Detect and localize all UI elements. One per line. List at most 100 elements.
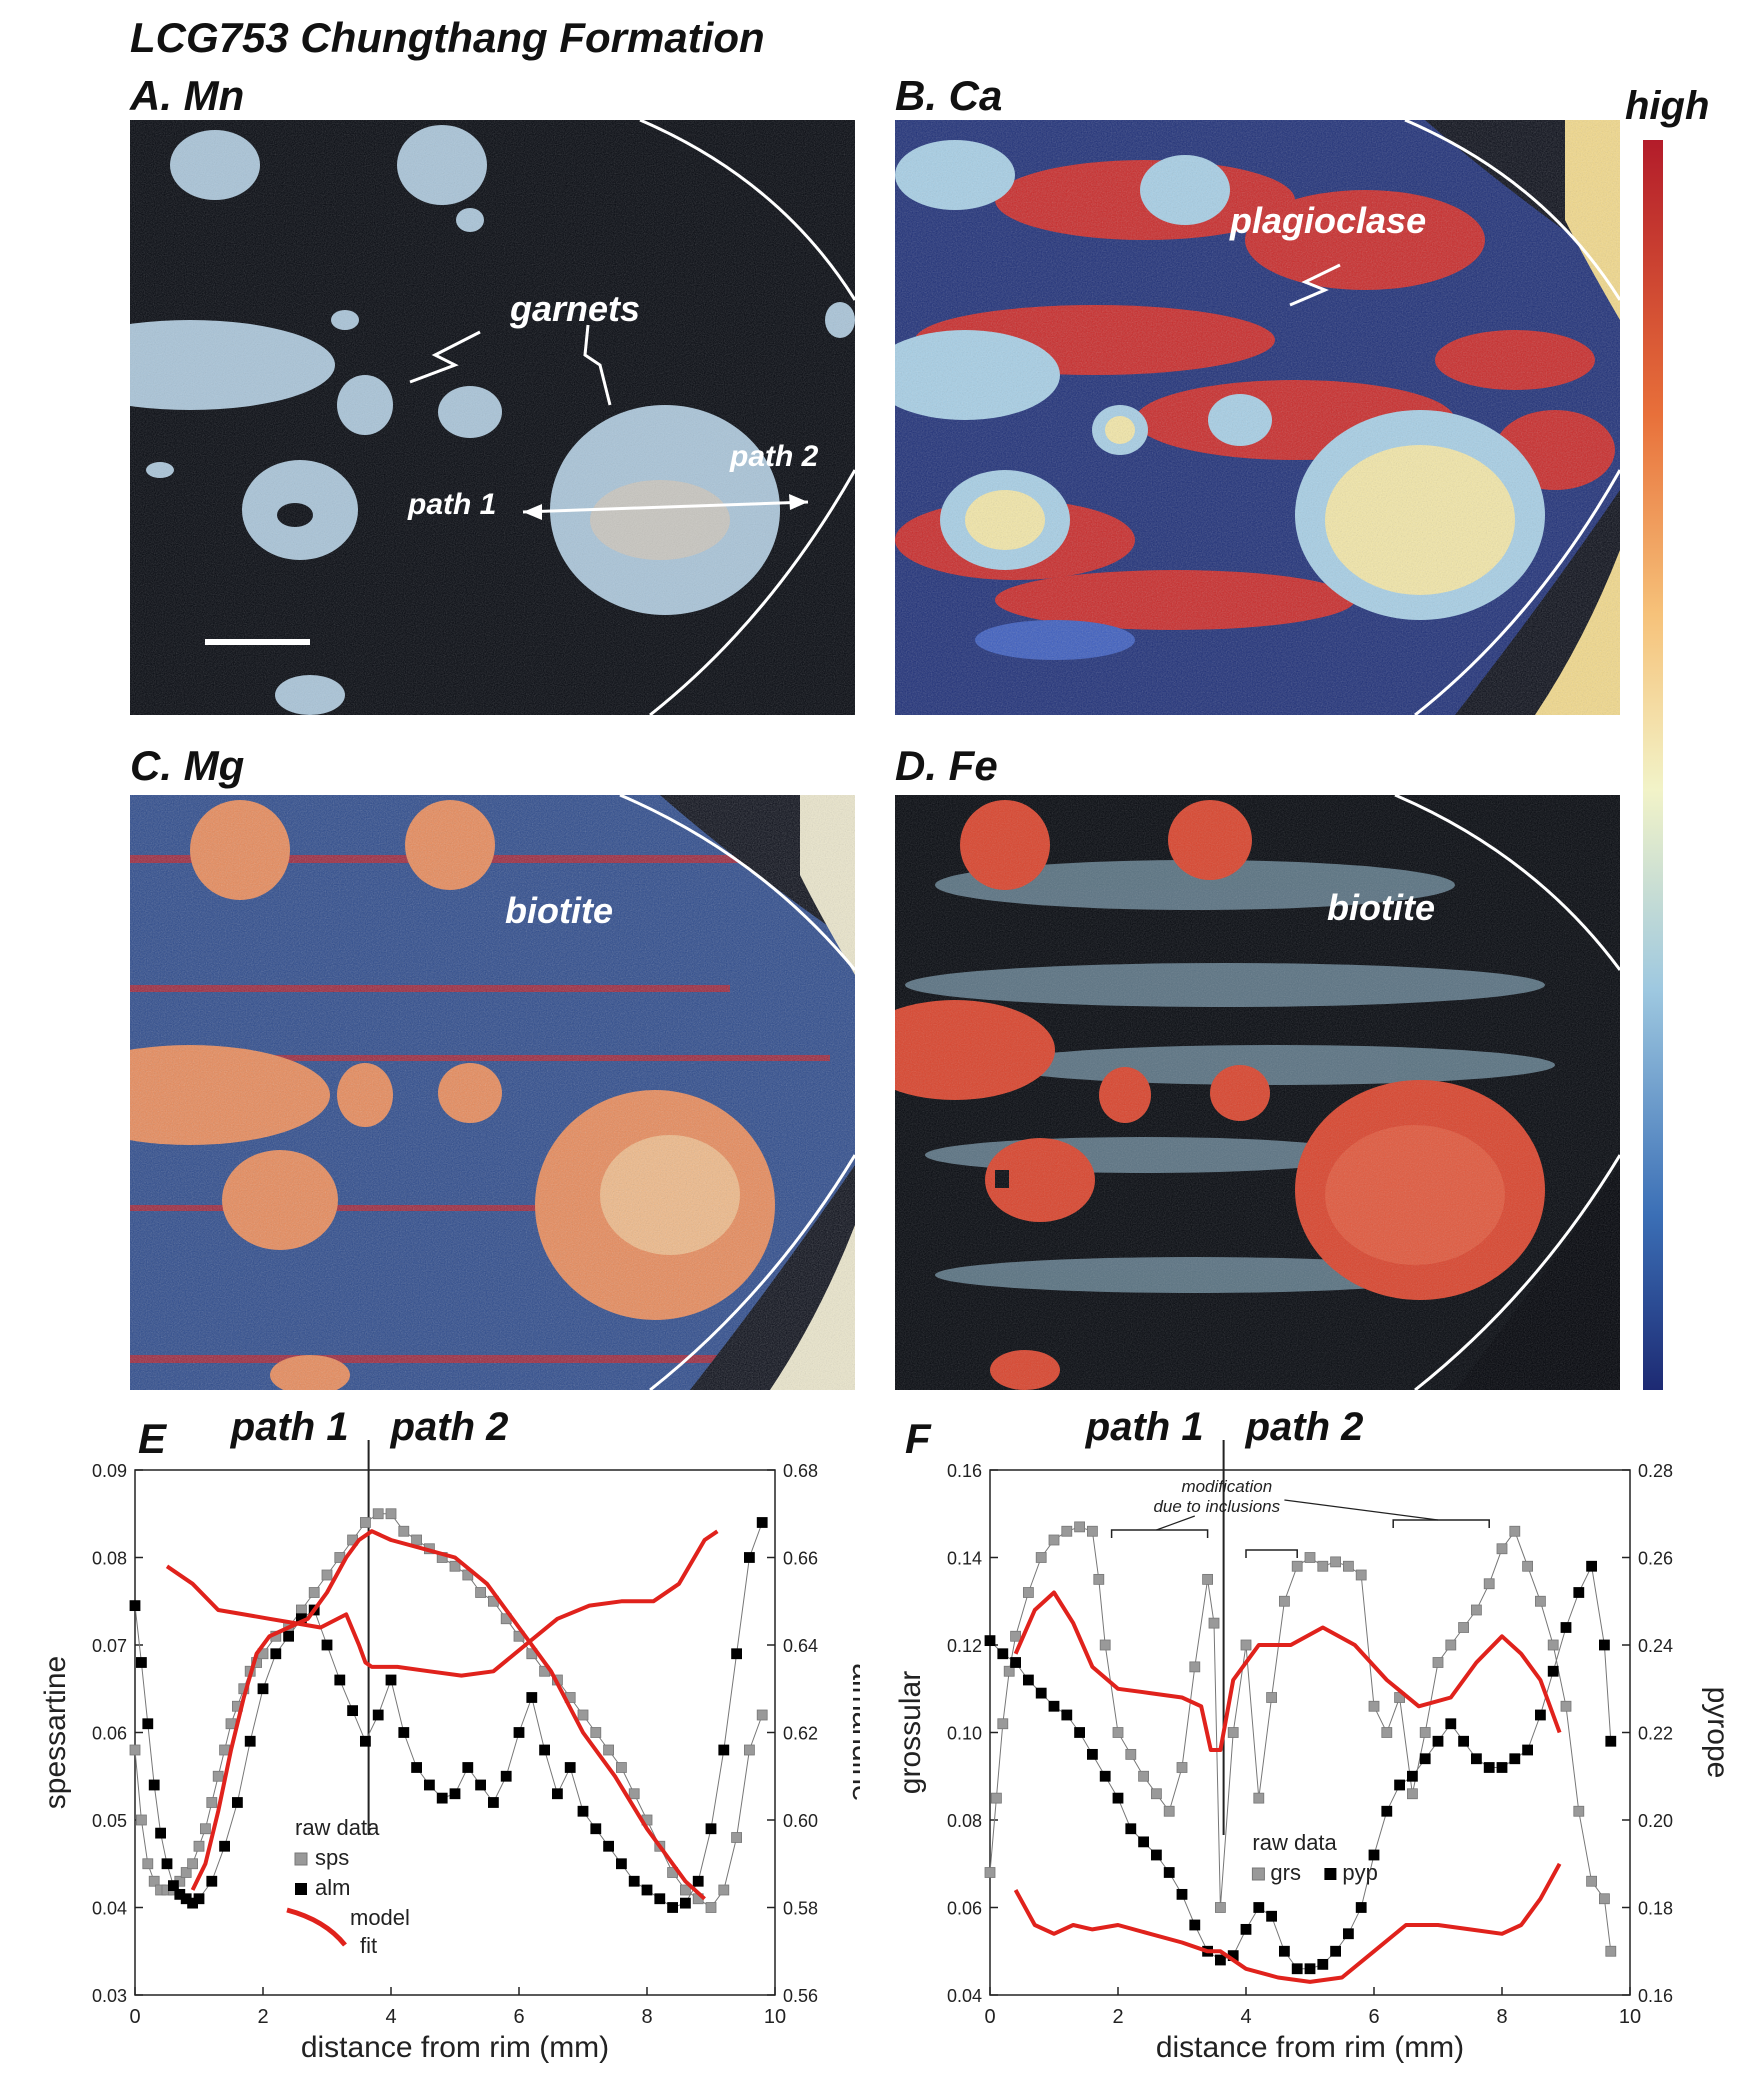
data-point-alm [654, 1893, 666, 1905]
data-point-alm [231, 1797, 243, 1808]
data-point-alm [552, 1788, 563, 1800]
y-tick-label: 0.06 [92, 1724, 127, 1744]
data-point-pyp [1266, 1910, 1278, 1922]
data-point-grs [1048, 1534, 1060, 1546]
data-point-grs [1093, 1573, 1105, 1585]
model-fit-line [190, 1529, 706, 1901]
y2-tick-label: 0.60 [783, 1811, 818, 1831]
data-point-sps [148, 1875, 160, 1887]
data-point-pyp [1253, 1902, 1265, 1913]
data-point-pyp [1471, 1753, 1482, 1765]
chart-f: 0 2 4 6 8 10 0.04 0.06 0.08 0.10 0.12 0.14 0.16 0.16 0… [880, 1405, 1734, 2070]
data-point-grs [1022, 1587, 1034, 1598]
data-point-grs [1112, 1727, 1124, 1738]
data-point-pyp [1189, 1919, 1201, 1931]
data-point-grs [1086, 1525, 1098, 1537]
y2-tick-label: 0.16 [1638, 1986, 1673, 2006]
data-point-grs [1458, 1622, 1469, 1633]
data-point-grs [1445, 1639, 1457, 1651]
data-point-alm [564, 1762, 576, 1773]
data-point-alm [590, 1823, 602, 1835]
data-point-grs [1304, 1552, 1316, 1563]
data-point-grs [1035, 1552, 1047, 1563]
data-point-grs [1342, 1560, 1354, 1572]
data-point-alm [641, 1884, 653, 1896]
data-point-pyp [1599, 1639, 1610, 1651]
data-point-grs [984, 1867, 996, 1878]
data-point-grs [1278, 1595, 1290, 1607]
y2-axis-label: almandine [846, 1663, 860, 1801]
data-point-grs [1483, 1578, 1495, 1590]
data-point-grs [1509, 1525, 1521, 1537]
y-tick-label: 0.06 [947, 1899, 982, 1919]
y-tick-label: 0.08 [947, 1811, 982, 1831]
y2-tick-label: 0.64 [783, 1636, 818, 1656]
data-point-pyp [1522, 1744, 1533, 1756]
data-point-sps [372, 1508, 384, 1520]
y-axis-label: grossular [894, 1671, 927, 1794]
data-point-grs [1496, 1543, 1508, 1555]
x-tick-label: 10 [1619, 2006, 1641, 2028]
data-point-sps [628, 1788, 640, 1800]
data-point-alm [270, 1648, 282, 1660]
data-point-alm [680, 1897, 691, 1909]
legend-label-alm: alm [315, 1875, 350, 1900]
data-point-grs [1381, 1727, 1393, 1738]
inclusion-bracket [1110, 1529, 1209, 1538]
data-point-sps [321, 1569, 333, 1581]
data-point-sps [449, 1560, 461, 1572]
plot-frame [134, 1469, 776, 1996]
data-point-sps [705, 1902, 717, 1913]
data-point-alm [161, 1858, 173, 1870]
y2-tick-label: 0.18 [1638, 1899, 1673, 1919]
data-point-alm [603, 1840, 614, 1852]
y-tick-label: 0.12 [947, 1636, 982, 1656]
data-point-grs [1560, 1700, 1572, 1712]
map-d-fe: biotite [895, 795, 1620, 1390]
x-tick-label: 0 [129, 2006, 140, 2028]
inclusion-bracket [1245, 1549, 1298, 1558]
data-point-alm [756, 1517, 768, 1528]
map-a-mn: garnets path 1 path 2 [130, 120, 855, 715]
y-tick-label: 0.14 [947, 1549, 982, 1569]
data-point-grs [1317, 1560, 1329, 1572]
data-point-grs [1240, 1639, 1252, 1651]
data-point-alm [193, 1893, 205, 1905]
data-point-grs [1125, 1748, 1137, 1760]
data-point-pyp [1445, 1718, 1457, 1730]
data-point-grs [1471, 1604, 1482, 1616]
y-tick-label: 0.07 [92, 1636, 127, 1656]
annotation-garnets: garnets [510, 288, 641, 329]
data-point-sps [590, 1727, 602, 1738]
data-point-grs [1202, 1573, 1214, 1585]
data-point-grs [1163, 1805, 1175, 1817]
x-tick-label: 10 [764, 2006, 786, 2028]
path-1-label: path 1 [230, 1410, 349, 1449]
data-point-grs [1419, 1727, 1431, 1738]
annotation-biotite-d: biotite [1327, 887, 1435, 928]
data-point-sps [219, 1744, 231, 1756]
legend-title: raw data [295, 1815, 380, 1840]
data-point-alm [692, 1875, 704, 1887]
y-tick-label: 0.04 [947, 1986, 982, 2006]
data-point-alm [372, 1709, 384, 1721]
y2-tick-label: 0.58 [783, 1899, 818, 1919]
series-connector [989, 1564, 1612, 1970]
legend-title: raw data [1252, 1830, 1337, 1855]
data-point-sps [136, 1814, 147, 1826]
data-point-grs [1547, 1639, 1559, 1651]
map-c-mg: biotite [130, 795, 855, 1390]
data-point-alm [705, 1823, 717, 1835]
data-point-grs [1003, 1665, 1015, 1677]
y2-tick-label: 0.68 [783, 1461, 818, 1481]
data-point-sps [212, 1770, 224, 1782]
data-point-pyp [1304, 1963, 1316, 1975]
y-tick-label: 0.16 [947, 1461, 982, 1481]
legend-label-grs: grs [1270, 1860, 1301, 1885]
data-point-alm [744, 1552, 755, 1563]
y2-tick-label: 0.28 [1638, 1461, 1673, 1481]
data-point-sps [206, 1797, 218, 1808]
data-point-grs [1138, 1770, 1150, 1782]
data-point-grs [1599, 1893, 1610, 1905]
data-point-alm [167, 1880, 179, 1892]
